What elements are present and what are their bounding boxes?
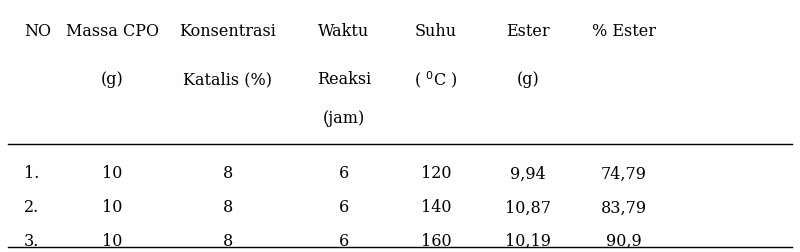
Text: 140: 140: [421, 199, 451, 216]
Text: 83,79: 83,79: [601, 199, 647, 216]
Text: 120: 120: [421, 165, 451, 182]
Text: (g): (g): [517, 71, 539, 88]
Text: 10: 10: [102, 233, 122, 250]
Text: 3.: 3.: [24, 233, 39, 250]
Text: 6: 6: [339, 165, 349, 182]
Text: (g): (g): [101, 71, 123, 88]
Text: Konsentrasi: Konsentrasi: [179, 23, 277, 40]
Text: 160: 160: [421, 233, 451, 250]
Text: NO: NO: [24, 23, 51, 40]
Text: 10,19: 10,19: [505, 233, 551, 250]
Text: 8: 8: [223, 233, 233, 250]
Text: 10,87: 10,87: [505, 199, 551, 216]
Text: 1.: 1.: [24, 165, 39, 182]
Text: Ester: Ester: [506, 23, 550, 40]
Text: 2.: 2.: [24, 199, 39, 216]
Text: Suhu: Suhu: [415, 23, 457, 40]
Text: 74,79: 74,79: [601, 165, 647, 182]
Text: 6: 6: [339, 199, 349, 216]
Text: 9,94: 9,94: [510, 165, 546, 182]
Text: 90,9: 90,9: [606, 233, 642, 250]
Text: 8: 8: [223, 165, 233, 182]
Text: 10: 10: [102, 165, 122, 182]
Text: Massa CPO: Massa CPO: [66, 23, 158, 40]
Text: 10: 10: [102, 199, 122, 216]
Text: (jam): (jam): [323, 110, 365, 127]
Text: ( $^{0}$C ): ( $^{0}$C ): [414, 69, 458, 90]
Text: 6: 6: [339, 233, 349, 250]
Text: Waktu: Waktu: [318, 23, 370, 40]
Text: Reaksi: Reaksi: [317, 71, 371, 88]
Text: 8: 8: [223, 199, 233, 216]
Text: Katalis (%): Katalis (%): [183, 71, 273, 88]
Text: % Ester: % Ester: [592, 23, 656, 40]
